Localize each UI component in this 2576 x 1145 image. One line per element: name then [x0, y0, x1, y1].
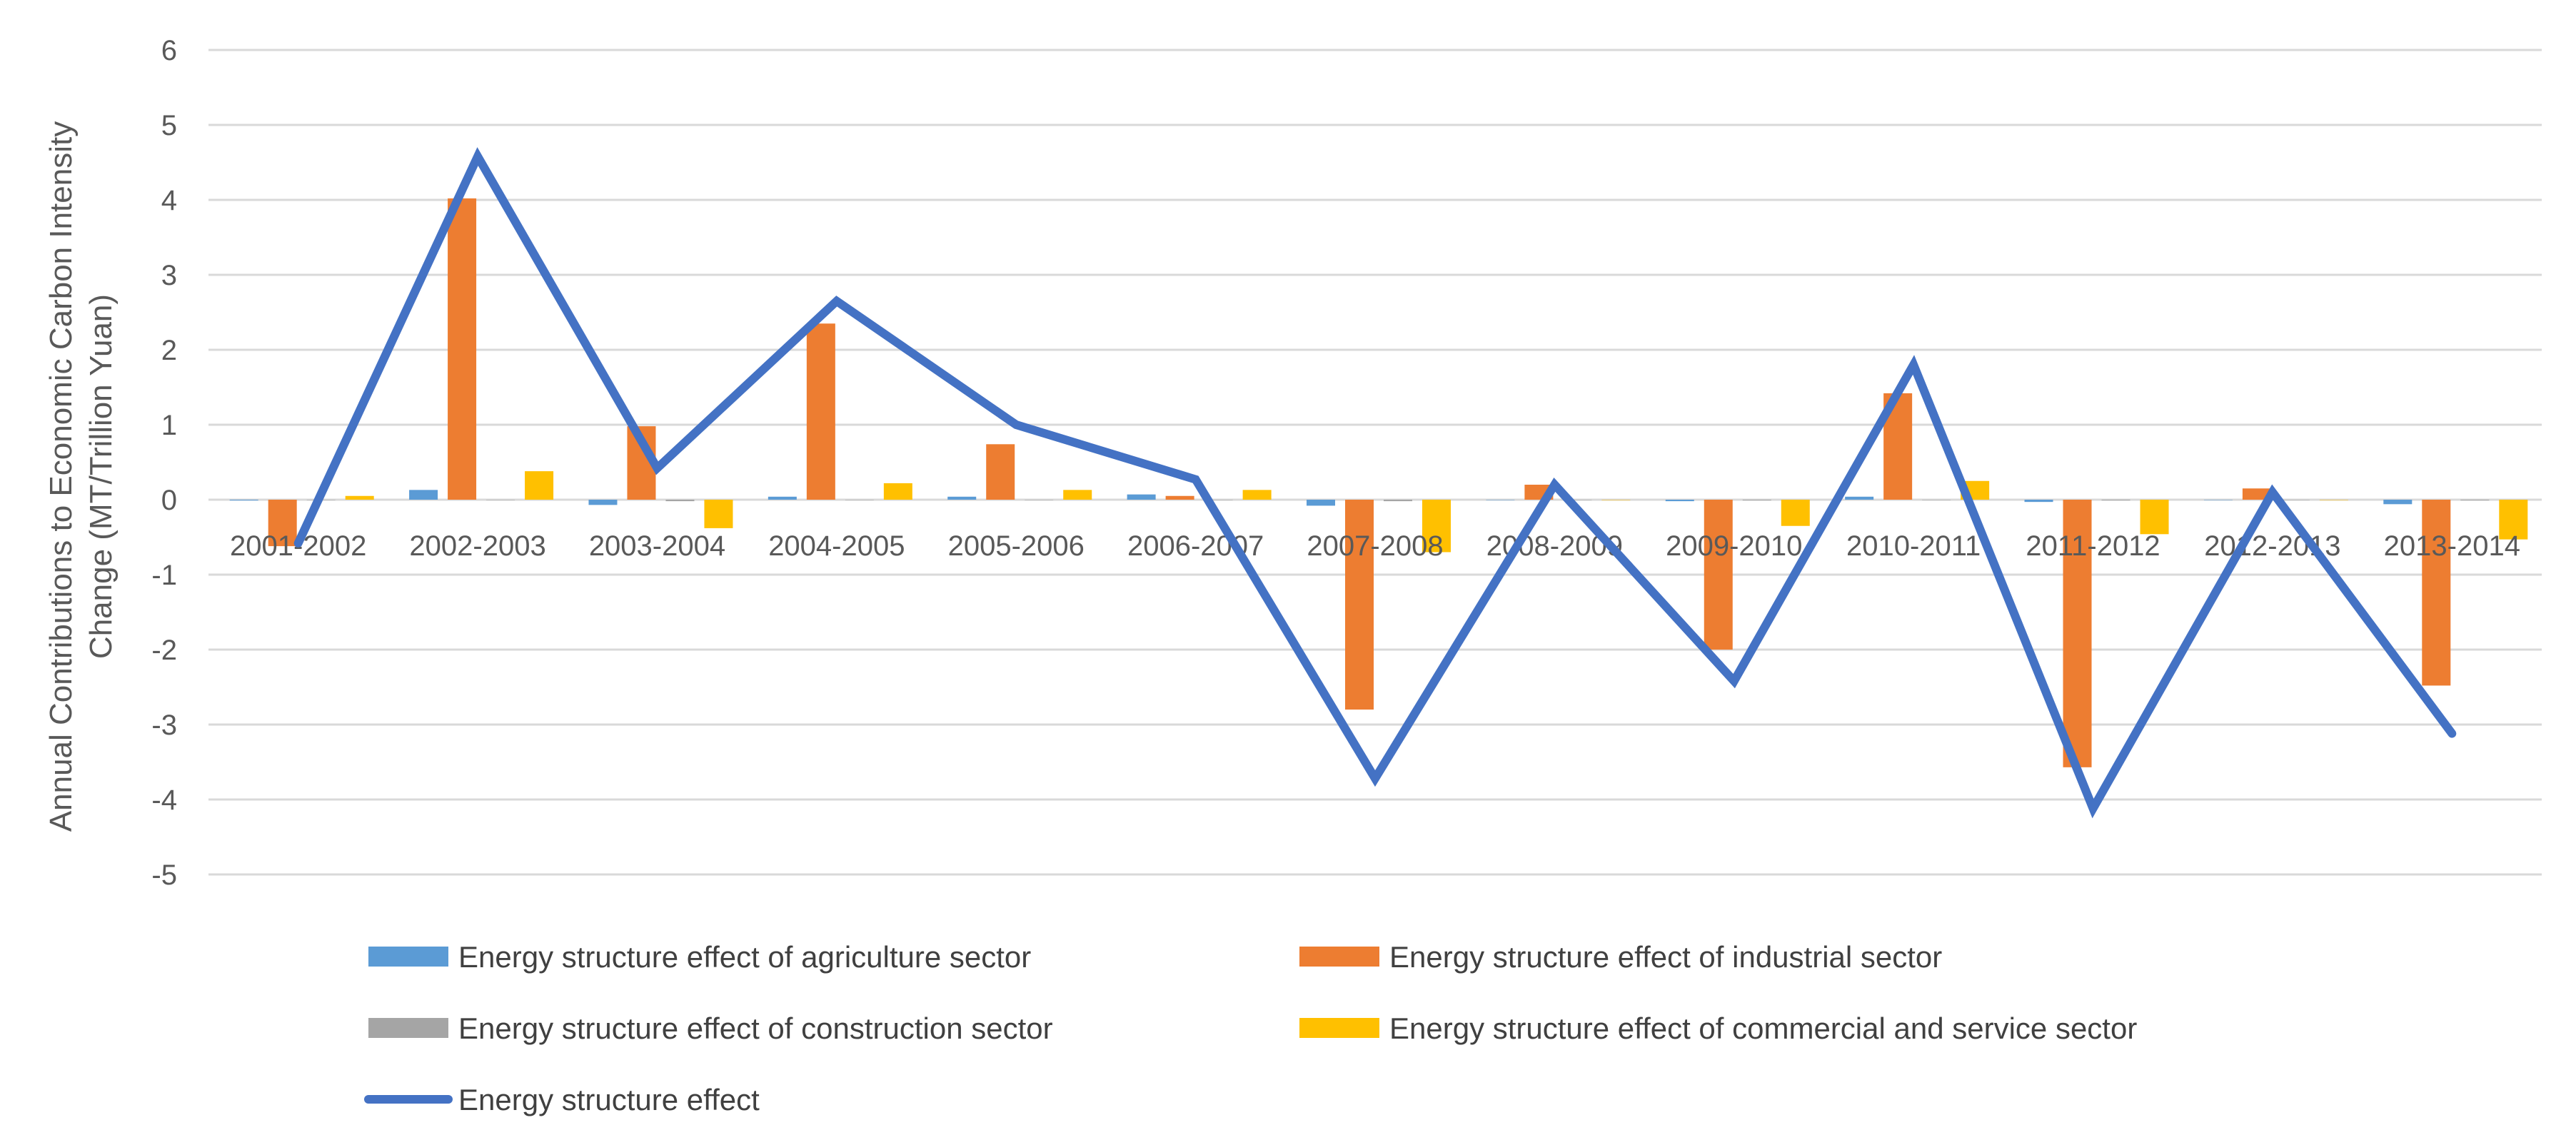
legend: Energy structure effect of agriculture s… — [364, 940, 2137, 1116]
legend-swatch — [368, 1018, 448, 1038]
bar — [2422, 500, 2451, 686]
legend-label: Energy structure effect of agriculture s… — [458, 940, 1031, 974]
bar — [345, 495, 374, 500]
legend-label: Energy structure effect — [458, 1083, 760, 1116]
bar — [588, 500, 618, 505]
bar — [947, 496, 977, 500]
bar — [1345, 500, 1374, 710]
y-tick-label: -1 — [151, 560, 177, 591]
x-tick-label: 2013-2014 — [2384, 530, 2520, 562]
x-tick-label: 2003-2004 — [589, 530, 725, 562]
x-axis-tick-labels: 2001-2002 2002-2003 2003-2004 2004-2005 2005… — [230, 530, 2520, 562]
bar — [1665, 500, 1694, 502]
x-tick-label: 2009-2010 — [1666, 530, 1802, 562]
bar — [448, 198, 477, 500]
y-tick-label: -5 — [151, 859, 177, 891]
legend-label: Energy structure effect of construction … — [458, 1012, 1053, 1045]
y-tick-label: 0 — [161, 485, 177, 516]
x-tick-label: 2007-2008 — [1307, 530, 1443, 562]
y-axis-title: Annual Contributions to Economic Carbon … — [44, 121, 119, 832]
y-tick-label: 2 — [161, 335, 177, 366]
bar — [1384, 500, 1412, 502]
y-tick-label: 3 — [161, 260, 177, 291]
series-line — [293, 147, 2457, 819]
legend-swatch — [1299, 947, 1379, 967]
x-tick-label: 2005-2006 — [948, 530, 1085, 562]
bar — [986, 444, 1015, 500]
line-layer — [293, 147, 2457, 819]
bar — [1781, 500, 1810, 526]
bar — [883, 483, 912, 500]
y-tick-label: 4 — [161, 185, 177, 216]
y-tick-label: 1 — [161, 410, 177, 441]
bar — [806, 323, 835, 500]
y-tick-label: -4 — [151, 785, 177, 816]
y-axis-title-line: Annual Contributions to Economic Carbon … — [44, 121, 79, 832]
y-axis-tick-labels: 6 5 4 3 2 1 0 -1 -2 -3 -4 -5 — [151, 35, 177, 891]
bar — [268, 500, 297, 547]
y-tick-label: -2 — [151, 635, 177, 666]
bar — [768, 496, 797, 500]
bar — [1242, 490, 1272, 500]
bar — [409, 490, 438, 500]
x-tick-label: 2011-2012 — [2026, 530, 2160, 562]
bar — [2499, 500, 2528, 540]
bar — [2063, 500, 2092, 767]
bar — [1422, 500, 1451, 553]
legend-swatch — [1299, 1018, 1379, 1038]
y-axis-title-line: Change (MT/Trillion Yuan) — [84, 294, 119, 659]
legend-label: Energy structure effect of industrial se… — [1389, 940, 1942, 974]
bar — [704, 500, 733, 528]
bar — [1063, 490, 1092, 500]
bar — [2242, 488, 2271, 500]
x-tick-label: 2010-2011 — [1846, 530, 1981, 562]
x-tick-label: 2004-2005 — [768, 530, 905, 562]
bar — [1704, 500, 1733, 650]
y-tick-label: 5 — [161, 110, 177, 141]
bar — [1165, 495, 1194, 500]
bar — [2140, 500, 2169, 535]
gridlines — [208, 49, 2542, 876]
bars — [229, 198, 2528, 767]
y-tick-label: 6 — [161, 35, 177, 66]
bar — [2024, 500, 2053, 503]
x-tick-label: 2002-2003 — [409, 530, 545, 562]
legend-label: Energy structure effect of commercial an… — [1389, 1012, 2137, 1045]
y-tick-label: -3 — [151, 710, 177, 741]
bar — [1307, 500, 1335, 506]
bar — [665, 500, 695, 502]
bar — [1845, 496, 1874, 500]
bar — [525, 471, 554, 500]
legend-swatch — [368, 947, 448, 967]
bar — [1127, 494, 1156, 500]
bar — [2383, 500, 2413, 505]
